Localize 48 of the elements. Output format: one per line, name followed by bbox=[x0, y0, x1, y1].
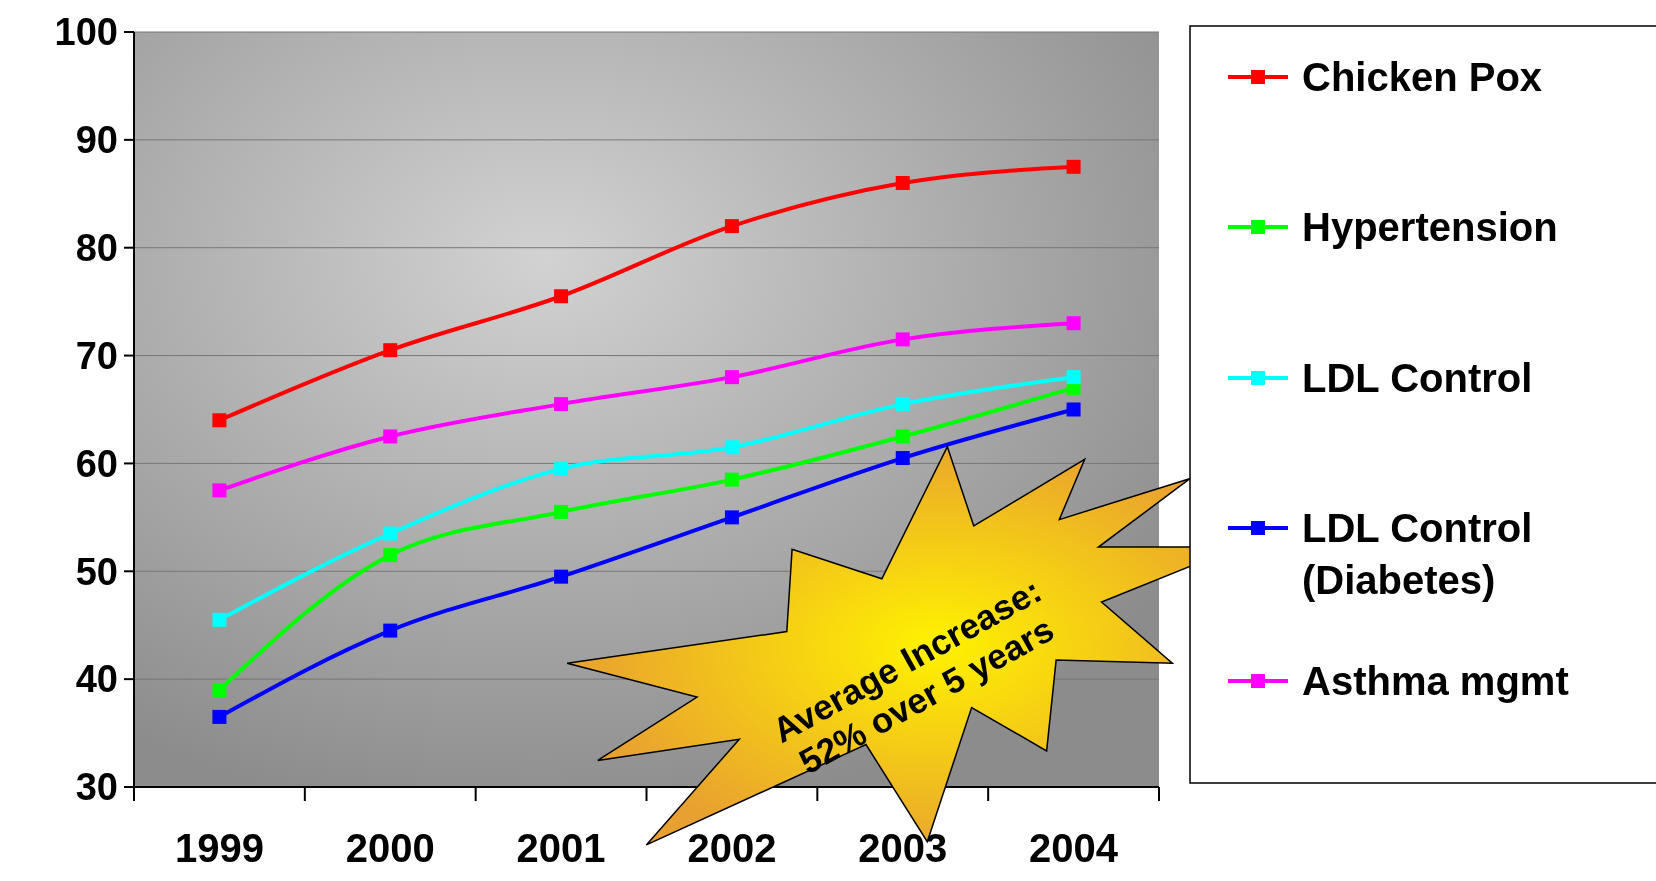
point bbox=[212, 483, 227, 498]
legend-label: Chicken Pox bbox=[1302, 55, 1543, 99]
x-tick-label: 2002 bbox=[687, 826, 777, 870]
point bbox=[383, 623, 398, 638]
point bbox=[383, 343, 398, 358]
point bbox=[1066, 316, 1081, 331]
point bbox=[1066, 370, 1081, 385]
point bbox=[724, 510, 739, 525]
point bbox=[724, 219, 739, 234]
x-tick-label: 1999 bbox=[174, 826, 264, 870]
legend-label: LDL Control (Diabetes) bbox=[1302, 506, 1533, 602]
point bbox=[895, 451, 910, 466]
y-tick-label: 50 bbox=[75, 550, 118, 593]
point bbox=[724, 370, 739, 385]
legend-label: Hypertension bbox=[1302, 205, 1558, 249]
point bbox=[212, 682, 227, 697]
point bbox=[1066, 159, 1081, 174]
point bbox=[724, 472, 739, 487]
point bbox=[895, 176, 910, 190]
point bbox=[554, 504, 569, 519]
x-tick-label: 2000 bbox=[345, 826, 435, 870]
point bbox=[212, 709, 227, 724]
x-tick-label: 2004 bbox=[1029, 826, 1119, 870]
legend-label: Asthma mgmt bbox=[1302, 659, 1569, 703]
point bbox=[554, 569, 569, 584]
point bbox=[212, 413, 227, 428]
point bbox=[724, 440, 739, 455]
point bbox=[895, 332, 910, 347]
point bbox=[1066, 402, 1081, 417]
y-tick-label: 30 bbox=[75, 766, 118, 809]
y-tick-label: 100 bbox=[54, 11, 118, 54]
point bbox=[383, 526, 398, 541]
y-tick-label: 70 bbox=[75, 334, 118, 377]
point bbox=[554, 461, 569, 476]
x-tick-label: 2001 bbox=[516, 826, 606, 870]
point bbox=[554, 397, 569, 412]
point bbox=[383, 548, 398, 563]
point bbox=[212, 612, 227, 627]
y-tick-label: 90 bbox=[75, 119, 118, 162]
y-tick-label: 60 bbox=[75, 442, 118, 485]
point bbox=[554, 289, 569, 304]
x-tick-label: 2003 bbox=[858, 826, 948, 870]
point bbox=[895, 397, 910, 412]
y-tick-label: 40 bbox=[75, 658, 118, 701]
y-tick-label: 80 bbox=[75, 227, 118, 270]
point bbox=[895, 429, 910, 444]
point bbox=[383, 429, 398, 444]
legend-label: LDL Control bbox=[1302, 356, 1533, 400]
